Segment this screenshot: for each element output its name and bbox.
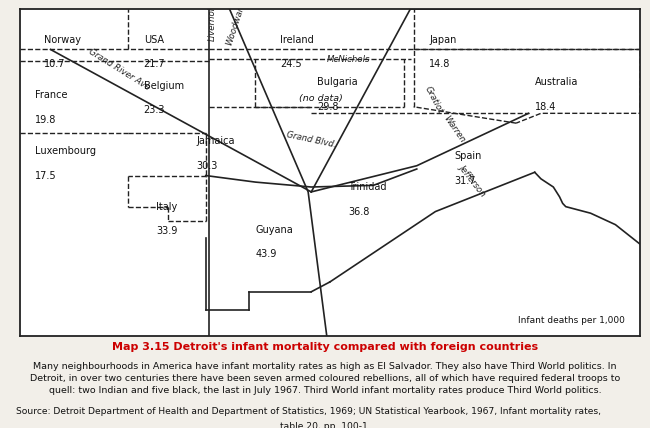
- Text: 23.3: 23.3: [144, 105, 165, 115]
- Text: 10.7: 10.7: [44, 59, 66, 69]
- Text: 14.8: 14.8: [429, 59, 450, 69]
- Text: Australia: Australia: [535, 77, 578, 87]
- Text: Japan: Japan: [429, 35, 456, 45]
- Text: Grand River Ave: Grand River Ave: [86, 47, 151, 92]
- Text: table 20, pp. 100-1.: table 20, pp. 100-1.: [280, 422, 370, 428]
- Text: 21.7: 21.7: [144, 59, 165, 69]
- Text: McNichols: McNichols: [327, 55, 370, 64]
- Text: Woodward: Woodward: [224, 0, 247, 47]
- Text: Bulgaria: Bulgaria: [317, 77, 358, 87]
- Text: 31.7: 31.7: [454, 175, 476, 186]
- Text: 43.9: 43.9: [255, 249, 277, 259]
- Text: France: France: [35, 90, 68, 101]
- Text: Jefferson: Jefferson: [458, 163, 488, 198]
- Text: 33.9: 33.9: [156, 226, 177, 236]
- Text: 36.8: 36.8: [348, 207, 370, 217]
- Text: Norway: Norway: [44, 35, 81, 45]
- Text: 18.4: 18.4: [535, 102, 556, 112]
- Text: Grand Blvd.: Grand Blvd.: [285, 130, 337, 149]
- Text: Spain: Spain: [454, 151, 482, 161]
- Text: 29.8: 29.8: [317, 102, 339, 112]
- Text: Infant deaths per 1,000: Infant deaths per 1,000: [518, 315, 625, 324]
- Text: 19.8: 19.8: [35, 115, 57, 125]
- Text: Warren: Warren: [441, 114, 467, 145]
- Text: Luxembourg: Luxembourg: [35, 146, 96, 156]
- Text: Ireland: Ireland: [280, 35, 314, 45]
- Text: Belgium: Belgium: [144, 80, 184, 91]
- Text: (no data): (no data): [299, 94, 343, 103]
- Text: Map 3.15 Detroit's infant mortality compared with foreign countries: Map 3.15 Detroit's infant mortality comp…: [112, 342, 538, 352]
- Text: 17.5: 17.5: [35, 171, 57, 181]
- Text: Many neighbourhoods in America have infant mortality rates as high as El Salvado: Many neighbourhoods in America have infa…: [30, 362, 620, 395]
- Text: Source: Detroit Department of Health and Department of Statistics, 1969; UN Stat: Source: Detroit Department of Health and…: [16, 407, 601, 416]
- Text: Trinidad: Trinidad: [348, 182, 387, 192]
- Text: Gratiot: Gratiot: [423, 85, 445, 116]
- Text: Guyana: Guyana: [255, 225, 293, 235]
- Text: Italy: Italy: [156, 202, 177, 212]
- Text: 30.3: 30.3: [196, 161, 218, 171]
- Text: Livernois: Livernois: [207, 2, 216, 41]
- Text: USA: USA: [144, 35, 164, 45]
- Text: Jamaica: Jamaica: [196, 136, 235, 146]
- Text: 24.5: 24.5: [280, 59, 302, 69]
